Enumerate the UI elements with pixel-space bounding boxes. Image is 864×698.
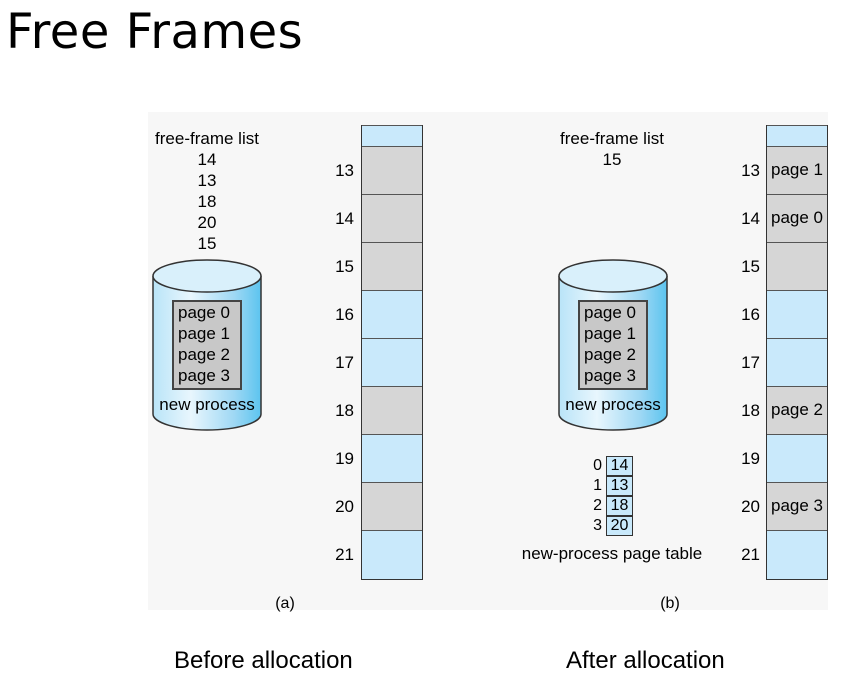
frame-content: page 3: [771, 496, 823, 515]
free-frame-list-title: free-frame list: [155, 129, 259, 148]
page-label: page 2: [178, 345, 230, 364]
page-table-index: 0: [593, 457, 602, 474]
frame-number: 13: [741, 161, 760, 180]
frame-number: 14: [741, 209, 760, 228]
page-table-index: 1: [593, 477, 602, 494]
memory-frame: [362, 125, 422, 146]
frame-number: 15: [335, 257, 354, 276]
panel-label-b: (b): [660, 595, 680, 612]
frame-number: 20: [741, 497, 760, 516]
free-frame-list-item: 15: [602, 150, 622, 169]
page-table-entry: 14: [606, 456, 633, 476]
memory-frame: [362, 290, 422, 338]
free-frame-list-title: free-frame list: [560, 129, 664, 148]
memory-frame: [362, 146, 422, 194]
memory-frame: [767, 290, 827, 338]
free-frame-list-item: 14: [197, 150, 217, 169]
frame-number: 19: [335, 449, 354, 468]
memory-frame: [767, 338, 827, 386]
page-label: page 0: [584, 303, 636, 322]
process-pages-a: page 0 page 1 page 2 page 3: [172, 300, 242, 390]
page-label: page 1: [584, 324, 636, 343]
page-table-index: 3: [593, 517, 602, 534]
page-table-entry: 20: [606, 516, 633, 536]
memory-frame: [362, 434, 422, 482]
memory-frame: [767, 242, 827, 290]
memory-frame: [767, 434, 827, 482]
frame-content: page 2: [771, 400, 823, 419]
page-label: page 0: [178, 303, 230, 322]
memory-frame: [362, 482, 422, 530]
page-label: page 3: [584, 366, 636, 385]
memory-frame: [362, 338, 422, 386]
memory-frame: page 1: [767, 146, 827, 194]
page-table-caption: new-process page table: [521, 544, 703, 563]
frame-number: 14: [335, 209, 354, 228]
frame-number: 20: [335, 497, 354, 516]
frame-number: 16: [335, 305, 354, 324]
page-label: page 3: [178, 366, 230, 385]
frame-content: page 1: [771, 160, 823, 179]
frame-number: 16: [741, 305, 760, 324]
page-table-entry: 13: [606, 476, 633, 496]
free-frame-list-item: 13: [197, 171, 217, 190]
frame-number: 18: [335, 401, 354, 420]
new-process-label: new process: [565, 395, 661, 414]
memory-frame: [767, 125, 827, 146]
memory-frame: [362, 386, 422, 434]
page-label: page 2: [584, 345, 636, 364]
frame-number: 21: [335, 545, 354, 564]
frame-number: 18: [741, 401, 760, 420]
memory-frame: [767, 530, 827, 579]
memory-frame: [362, 242, 422, 290]
free-frame-list-item: 15: [197, 234, 217, 253]
memory-frame: [362, 530, 422, 579]
process-pages-b: page 0 page 1 page 2 page 3: [578, 300, 648, 390]
free-frame-list-item: 20: [197, 213, 217, 232]
caption-before: Before allocation: [174, 647, 353, 674]
frame-number: 21: [741, 545, 760, 564]
memory-frame: page 3: [767, 482, 827, 530]
panel-label-a: (a): [275, 595, 295, 612]
page-table-entry: 18: [606, 496, 633, 516]
memory-frame: page 2: [767, 386, 827, 434]
page-table-index: 2: [593, 497, 602, 514]
page-title: Free Frames: [6, 4, 304, 60]
frame-number: 17: [741, 353, 760, 372]
frame-number: 13: [335, 161, 354, 180]
free-frame-list-item: 18: [197, 192, 217, 211]
frame-content: page 0: [771, 208, 823, 227]
physical-memory-a: [361, 125, 423, 580]
frame-number: 15: [741, 257, 760, 276]
memory-frame: [362, 194, 422, 242]
page-label: page 1: [178, 324, 230, 343]
new-process-label: new process: [159, 395, 255, 414]
caption-after: After allocation: [566, 647, 725, 674]
physical-memory-b: page 1 page 0 page 2 page 3: [766, 125, 828, 580]
frame-number: 19: [741, 449, 760, 468]
frame-number: 17: [335, 353, 354, 372]
memory-frame: page 0: [767, 194, 827, 242]
